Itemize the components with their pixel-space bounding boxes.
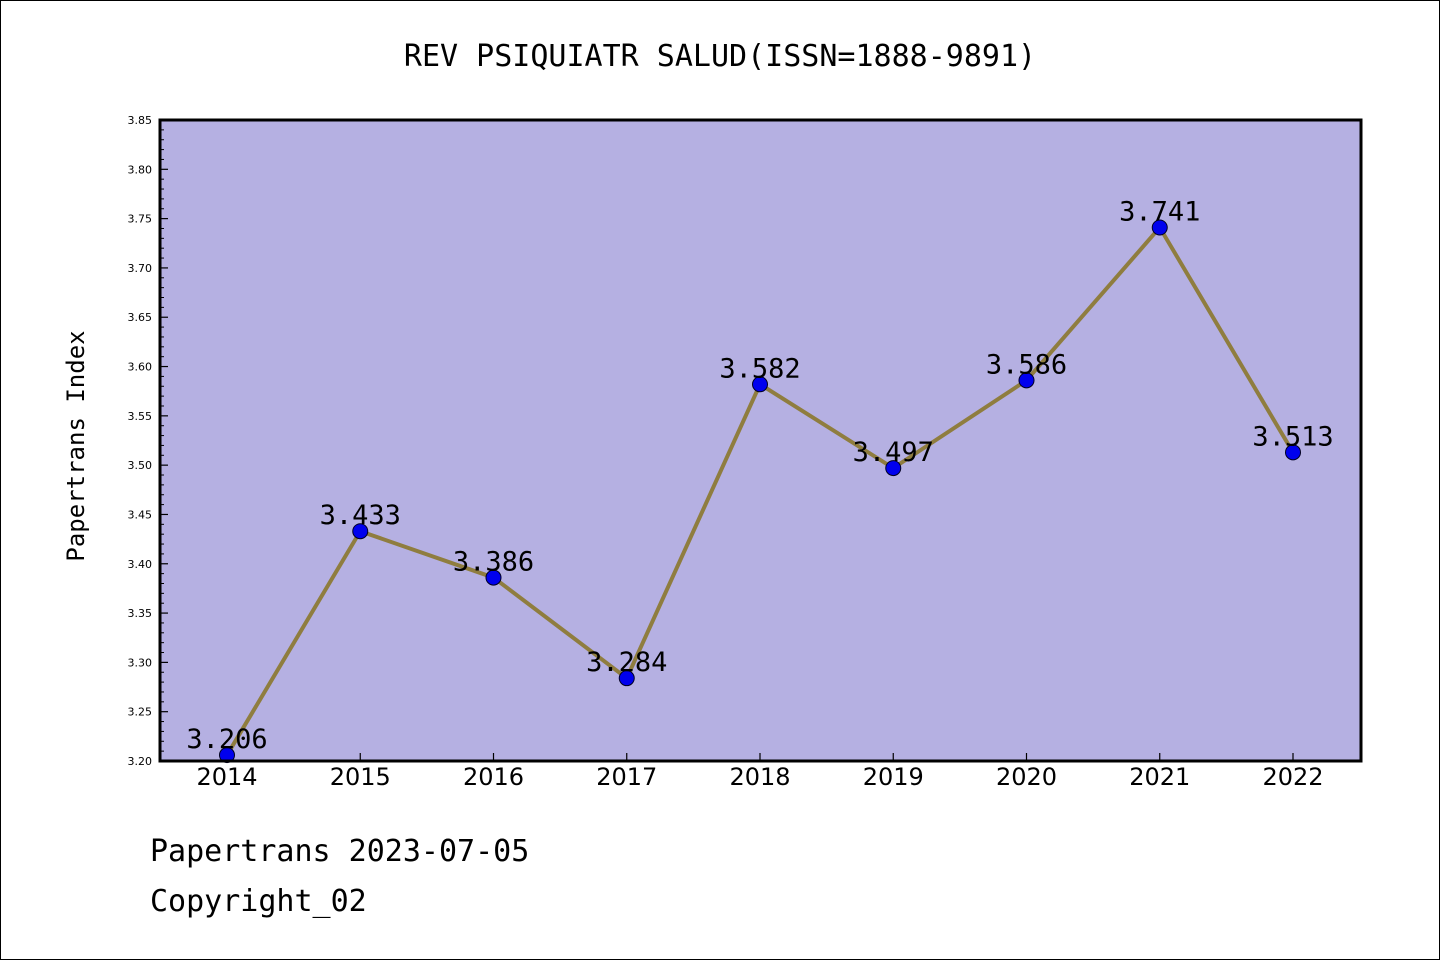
data-point [1151, 219, 1168, 236]
y-tick-label: 3.65 [128, 311, 153, 324]
y-tick-label: 3.75 [128, 213, 153, 226]
data-point [1018, 372, 1035, 389]
y-tick-label: 3.85 [128, 114, 153, 127]
plot-border [158, 118, 1363, 763]
y-tick-label: 3.50 [128, 459, 153, 472]
x-tick-label: 2019 [863, 763, 924, 791]
y-axis: 3.20 3.25 3.30 3.35 3.40 3.45 3.50 3.55 3.60 3.65… [128, 114, 168, 768]
x-tick-label: 2022 [1262, 763, 1323, 791]
footer-date: Papertrans 2023-07-05 [150, 834, 530, 869]
data-point [885, 460, 902, 477]
y-tick-label: 3.40 [128, 558, 153, 571]
y-tick-label: 3.25 [128, 706, 153, 719]
y-tick-label: 3.60 [128, 361, 153, 374]
y-tick-label: 3.30 [128, 656, 153, 669]
data-label: 3.206 [186, 724, 267, 755]
data-point [752, 376, 768, 393]
y-tick-label: 3.55 [128, 410, 153, 423]
y-tick-label: 3.35 [128, 607, 153, 620]
data-label: 3.513 [1252, 421, 1333, 452]
x-tick-label: 2020 [996, 763, 1057, 791]
x-tick-label: 2015 [330, 763, 391, 791]
data-point [352, 523, 369, 540]
data-point [219, 747, 235, 764]
data-points [219, 219, 1301, 764]
x-tick-label: 2017 [596, 763, 657, 791]
data-label: 3.497 [853, 437, 934, 468]
y-axis-label: Papertrans Index [62, 330, 90, 561]
footer-copyright: Copyright_02 [150, 884, 367, 919]
data-label: 3.586 [986, 349, 1067, 380]
y-tick-label: 3.45 [128, 508, 153, 521]
x-tick-label: 2016 [463, 763, 524, 791]
data-point [485, 569, 502, 586]
x-tick-label: 2018 [729, 763, 790, 791]
x-tick-label: 2021 [1129, 763, 1190, 791]
data-label: 3.284 [586, 647, 667, 678]
chart-title: REV PSIQUIATR SALUD(ISSN=1888-9891) [404, 39, 1036, 74]
data-point [1285, 444, 1301, 461]
data-point [618, 670, 635, 687]
data-label: 3.433 [320, 500, 401, 531]
x-tick-label: 2014 [196, 763, 257, 791]
data-label: 3.386 [453, 547, 534, 578]
y-tick-label: 3.20 [128, 755, 153, 768]
data-labels: 3.206 3.433 3.386 3.284 3.582 3.497 3.586 3.741… [186, 196, 1333, 755]
y-tick-label: 3.80 [128, 163, 153, 176]
y-tick-label: 3.70 [128, 262, 153, 275]
data-label: 3.582 [719, 353, 800, 384]
x-axis: 2014 2015 2016 2017 2018 2019 2020 2021 2022 [196, 753, 1324, 791]
data-label: 3.741 [1119, 196, 1200, 227]
